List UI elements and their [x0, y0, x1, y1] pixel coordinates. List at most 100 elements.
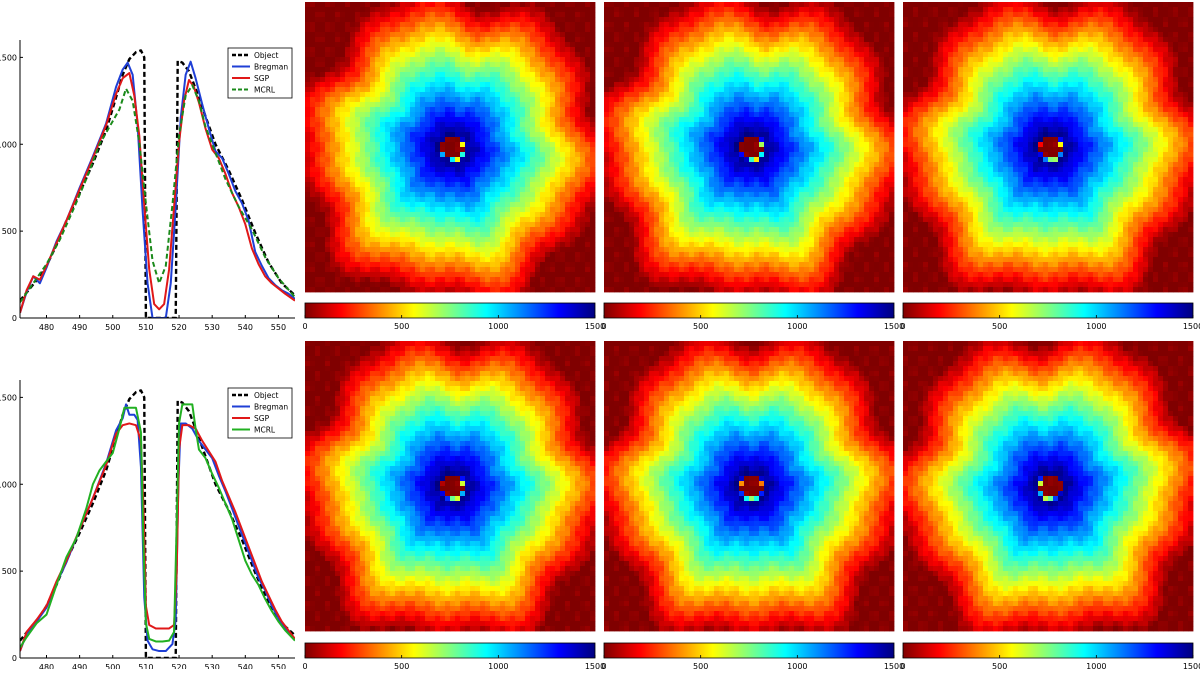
heatmap-cell	[699, 202, 704, 207]
heatmap-cell	[590, 42, 595, 47]
heatmap-cell	[724, 192, 729, 197]
heatmap-cell	[525, 237, 530, 242]
heatmap-cell	[714, 112, 719, 117]
colorbar-tick-label: 0	[302, 322, 307, 331]
heatmap-cell	[535, 47, 540, 52]
heatmap-cell	[704, 177, 709, 182]
heatmap-cell	[450, 127, 455, 132]
heatmap-cell	[460, 282, 465, 287]
heatmap-cell	[475, 42, 480, 47]
heatmap-cell	[310, 2, 315, 7]
heatmap-cell	[689, 32, 694, 37]
heatmap-cell	[405, 172, 410, 177]
heatmap-cell	[520, 132, 525, 137]
heatmap-cell	[440, 162, 445, 167]
heatmap-cell	[390, 112, 395, 117]
heatmap-cell	[709, 197, 714, 202]
heatmap-cell	[480, 127, 485, 132]
heatmap-cell	[674, 52, 679, 57]
heatmap-cell	[709, 202, 714, 207]
heatmap-cell	[704, 192, 709, 197]
heatmap-cell	[365, 17, 370, 22]
heatmap-cell	[570, 32, 575, 37]
heatmap-cell	[480, 192, 485, 197]
heatmap-cell	[395, 207, 400, 212]
heatmap-cell	[525, 117, 530, 122]
heatmap-cell	[520, 72, 525, 77]
heatmap-cell	[580, 22, 585, 27]
heatmap-cell	[345, 82, 350, 87]
heatmap-cell	[585, 257, 590, 262]
heatmap-cell	[540, 242, 545, 247]
heatmap-cell	[340, 2, 345, 7]
heatmap-cell	[734, 2, 739, 7]
heatmap-cell	[609, 222, 614, 227]
heatmap-cell	[505, 97, 510, 102]
heatmap-cell	[500, 102, 505, 107]
heatmap-cell	[490, 12, 495, 17]
heatmap-cell	[310, 37, 315, 42]
heatmap-cell	[330, 17, 335, 22]
heatmap-cell	[664, 7, 669, 12]
heatmap-cell	[585, 162, 590, 167]
heatmap-cell	[415, 47, 420, 52]
heatmap-cell	[674, 37, 679, 42]
heatmap-cell	[724, 252, 729, 257]
heatmap-cell	[525, 127, 530, 132]
heatmap-cell	[724, 212, 729, 217]
heatmap-cell	[724, 247, 729, 252]
heatmap-cell	[490, 187, 495, 192]
heatmap-cell	[560, 42, 565, 47]
heatmap-cell	[649, 57, 654, 62]
heatmap-cell	[684, 202, 689, 207]
heatmap-cell	[490, 132, 495, 137]
heatmap-cell	[604, 22, 609, 27]
heatmap-cell	[425, 27, 430, 32]
heatmap-cell	[390, 257, 395, 262]
heatmap-cell	[430, 72, 435, 77]
heatmap-cell	[315, 262, 320, 267]
heatmap-cell	[310, 52, 315, 57]
heatmap-cell	[355, 257, 360, 262]
heatmap-cell	[335, 107, 340, 112]
heatmap-cell	[470, 52, 475, 57]
heatmap-cell	[609, 42, 614, 47]
heatmap-cell	[604, 42, 609, 47]
heatmap-cell	[699, 287, 704, 292]
heatmap-cell	[560, 237, 565, 242]
heatmap-cell	[425, 32, 430, 37]
heatmap-cell	[535, 212, 540, 217]
heatmap-cell	[689, 217, 694, 222]
heatmap-cell	[629, 207, 634, 212]
heatmap-cell	[614, 187, 619, 192]
heatmap-cell	[570, 252, 575, 257]
heatmap-cell	[405, 217, 410, 222]
heatmap-cell	[375, 27, 380, 32]
heatmap-cell	[435, 17, 440, 22]
heatmap-cell	[415, 237, 420, 242]
heatmap-cell	[614, 87, 619, 92]
heatmap-cell	[555, 47, 560, 52]
heatmap-cell	[340, 17, 345, 22]
heatmap-cell	[664, 62, 669, 67]
heatmap-cell	[410, 32, 415, 37]
heatmap-cell	[445, 242, 450, 247]
heatmap-cell	[540, 72, 545, 77]
heatmap-cell	[540, 252, 545, 257]
heatmap-cell	[475, 272, 480, 277]
heatmap-cell	[724, 52, 729, 57]
heatmap-cell	[570, 242, 575, 247]
heatmap-cell	[699, 222, 704, 227]
heatmap-cell	[590, 242, 595, 247]
heatmap-cell	[305, 132, 310, 137]
heatmap-cell	[435, 202, 440, 207]
heatmap-cell	[460, 177, 465, 182]
heatmap-cell	[335, 72, 340, 77]
heatmap-cell	[614, 262, 619, 267]
heatmap-cell	[674, 107, 679, 112]
heatmap-cell	[380, 77, 385, 82]
heatmap-cell	[445, 227, 450, 232]
heatmap-cell	[580, 102, 585, 107]
heatmap-cell	[435, 172, 440, 177]
heatmap-cell	[465, 147, 470, 152]
